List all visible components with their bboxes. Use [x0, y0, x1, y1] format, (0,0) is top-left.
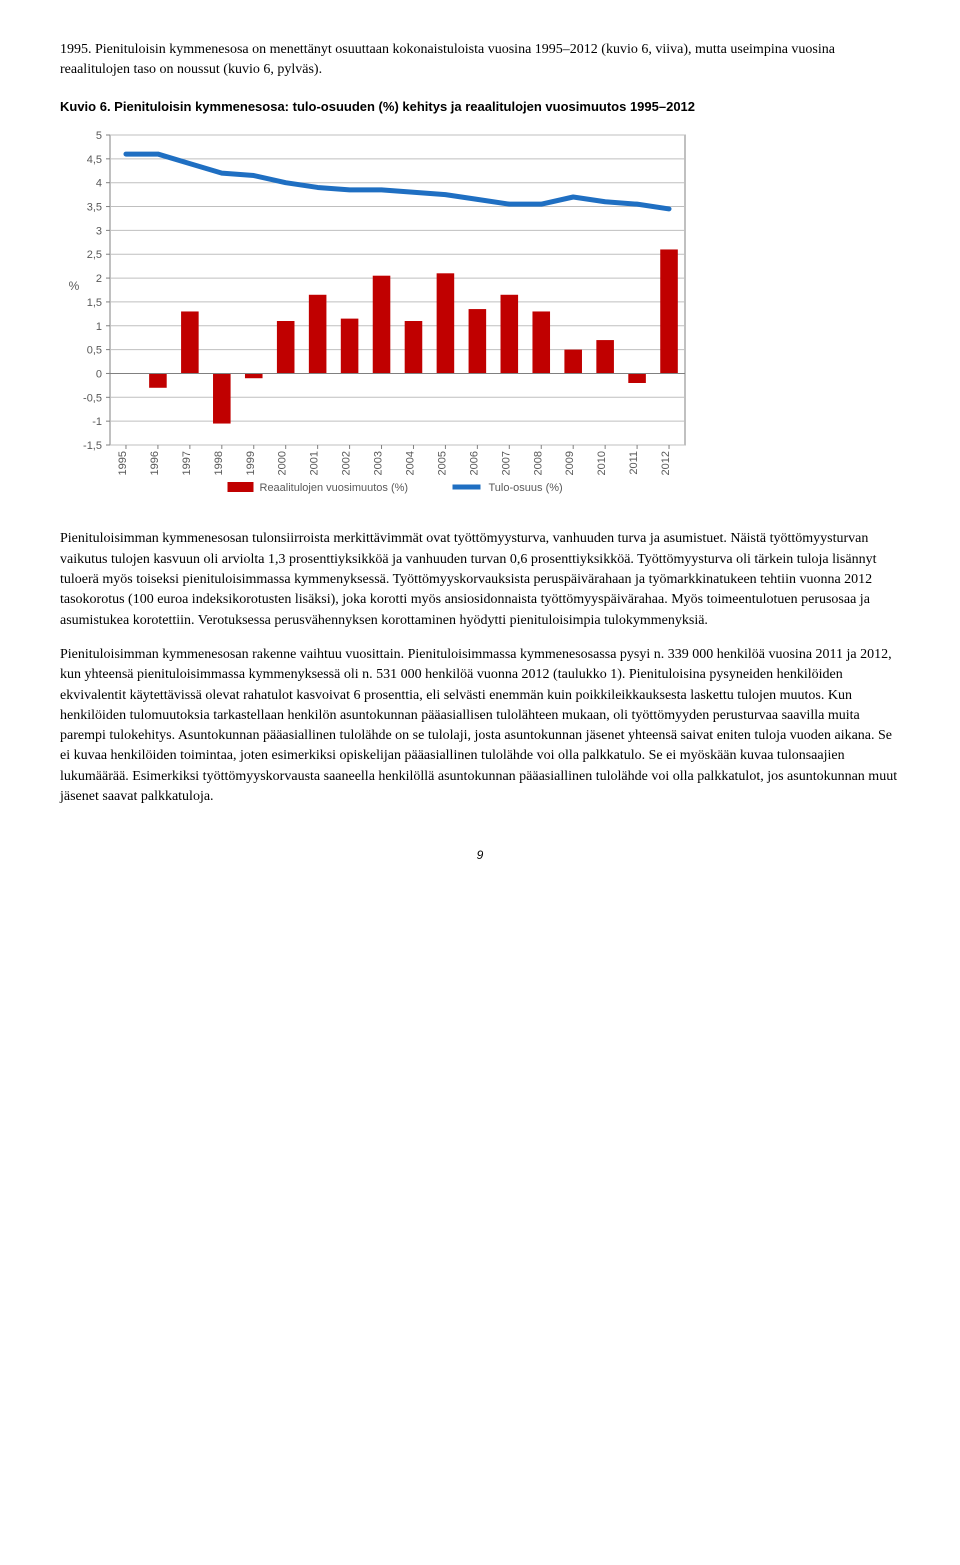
svg-text:2003: 2003	[373, 451, 385, 475]
svg-text:2008: 2008	[532, 451, 544, 475]
svg-text:5: 5	[96, 130, 102, 142]
svg-text:2009: 2009	[564, 451, 576, 475]
svg-text:2000: 2000	[277, 451, 289, 475]
svg-text:Tulo-osuus (%): Tulo-osuus (%)	[489, 482, 563, 494]
svg-text:2001: 2001	[309, 451, 321, 475]
svg-text:2007: 2007	[500, 451, 512, 475]
svg-text:2005: 2005	[436, 451, 448, 475]
intro-paragraph: 1995. Pienituloisin kymmenesosa on menet…	[60, 40, 900, 81]
svg-text:1995: 1995	[117, 451, 129, 475]
svg-text:4: 4	[96, 178, 102, 190]
chart-container: -1,5 -1 -0,5 0 0,5 1 1,5 2 2,5 3 3,5 4 4,5 5% 1995 1996…	[60, 125, 900, 505]
svg-text:2012: 2012	[660, 451, 672, 475]
svg-text:0,5: 0,5	[87, 345, 102, 357]
svg-text:Reaalitulojen vuosimuutos (%): Reaalitulojen vuosimuutos (%)	[260, 482, 409, 494]
svg-text:2002: 2002	[341, 451, 353, 475]
svg-text:1999: 1999	[245, 451, 257, 475]
svg-text:-1: -1	[92, 417, 102, 429]
svg-text:1996: 1996	[149, 451, 161, 475]
svg-text:1997: 1997	[181, 451, 193, 475]
svg-text:-1,5: -1,5	[83, 440, 102, 452]
svg-text:0: 0	[96, 369, 102, 381]
svg-text:2004: 2004	[404, 451, 416, 475]
svg-text:2: 2	[96, 274, 102, 286]
svg-text:4,5: 4,5	[87, 154, 102, 166]
svg-text:1,5: 1,5	[87, 297, 102, 309]
body-paragraph-1: Pienituloisimman kymmenesosan tulonsiirr…	[60, 529, 900, 630]
svg-text:1998: 1998	[213, 451, 225, 475]
svg-text:2,5: 2,5	[87, 250, 102, 262]
svg-text:3,5: 3,5	[87, 202, 102, 214]
chart-caption: Kuvio 6. Pienituloisin kymmenesosa: tulo…	[60, 99, 900, 116]
svg-text:1: 1	[96, 321, 102, 333]
svg-text:%: %	[69, 279, 80, 293]
svg-text:2006: 2006	[468, 451, 480, 475]
svg-text:-0,5: -0,5	[83, 393, 102, 405]
svg-text:3: 3	[96, 226, 102, 238]
body-paragraph-2: Pienituloisimman kymmenesosan rakenne va…	[60, 645, 900, 807]
svg-text:2011: 2011	[628, 451, 640, 475]
svg-text:2010: 2010	[596, 451, 608, 475]
page-number: 9	[60, 847, 900, 864]
combo-chart: -1,5 -1 -0,5 0 0,5 1 1,5 2 2,5 3 3,5 4 4,5 5% 1995 1996…	[60, 125, 700, 505]
